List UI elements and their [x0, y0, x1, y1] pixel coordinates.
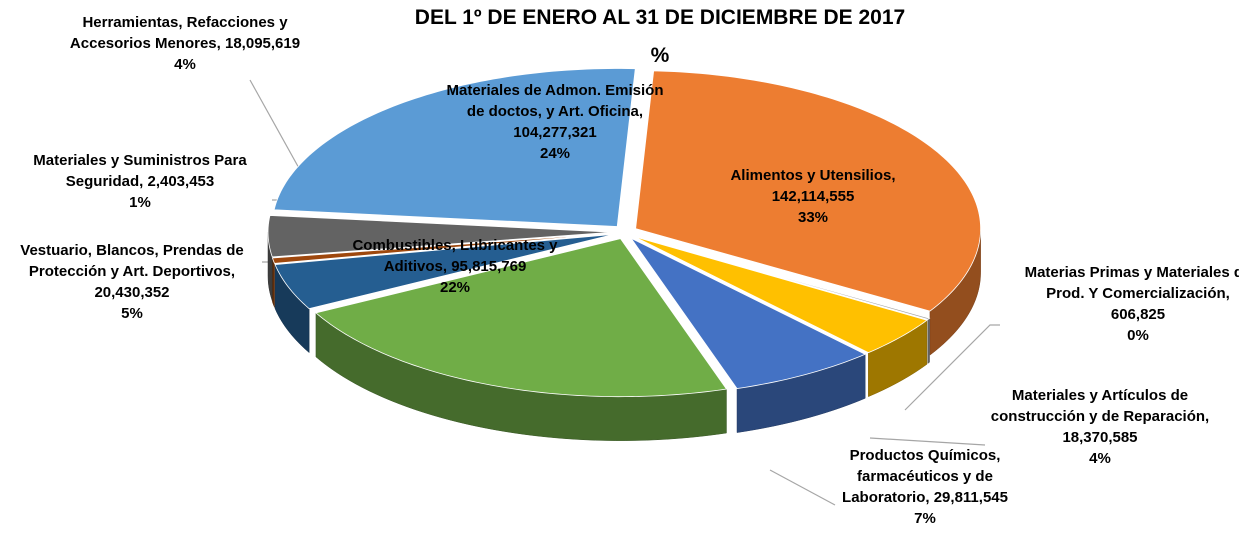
- data-label: Combustibles, Lubricantes y Aditivos 95,…: [330, 235, 580, 298]
- category-name: Alimentos y Utensilios: [730, 167, 895, 184]
- data-label: Alimentos y Utensilios 142,114,555 33%: [693, 165, 933, 228]
- slice: [630, 237, 867, 390]
- percent-label: 4%: [1089, 450, 1111, 467]
- slice: [635, 235, 931, 320]
- percent-label: 33%: [797, 209, 829, 226]
- slice: [271, 232, 614, 264]
- leader-line: [249, 79, 301, 171]
- leader-line: [769, 469, 836, 506]
- percent-label: 7%: [914, 510, 936, 527]
- slice-sides: [267, 228, 981, 441]
- data-label: Vestuario, Blancos, Prendas de Protecció…: [0, 240, 265, 324]
- chart-subtitle: %: [650, 44, 670, 67]
- leader-lines: [249, 79, 1000, 506]
- value-label: 20,430,352: [94, 284, 170, 301]
- percent-label: 5%: [121, 305, 143, 322]
- percent-label: 22%: [439, 279, 471, 296]
- slice: [634, 236, 928, 354]
- category-name: Materiales de Admon. Emisión de doctos, …: [447, 82, 664, 120]
- category-name: Vestuario, Blancos, Prendas de Protecció…: [20, 242, 243, 280]
- category-name: Productos Químicos, farmacéuticos y de L…: [842, 447, 1000, 506]
- percent-label: 4%: [174, 56, 196, 73]
- value-label: 29,811,545: [933, 489, 1008, 506]
- data-label: Productos Químicos, farmacéuticos y de L…: [825, 445, 1025, 529]
- slice: [267, 215, 614, 258]
- slice-side: [927, 317, 930, 364]
- value-label: 104,277,321: [513, 124, 597, 141]
- percent-label: 24%: [539, 145, 571, 162]
- value-label: 95,815,769: [451, 258, 527, 275]
- slice: [315, 238, 728, 398]
- value-label: 18,370,585: [1062, 429, 1138, 446]
- category-name: Materias Primas y Materiales de Prod. Y …: [1025, 264, 1239, 302]
- value-label: 142,114,555: [771, 188, 855, 205]
- data-label: Materiales y Suministros Para Seguridad …: [10, 150, 270, 213]
- chart-title: DEL 1º DE ENERO AL 31 DE DICIEMBRE DE 20…: [414, 6, 906, 29]
- value-label: 606,825: [1110, 306, 1166, 323]
- category-name: Materiales y Suministros Para Seguridad: [33, 152, 246, 190]
- data-label: Herramientas, Refacciones y Accesorios M…: [50, 12, 320, 75]
- category-name: Materiales y Artículos de construcción y…: [991, 387, 1209, 425]
- value-label: 18,095,619: [225, 35, 301, 52]
- data-label: Materiales de Admon. Emisión de doctos, …: [440, 80, 670, 164]
- data-label: Materiales y Artículos de construcción y…: [980, 385, 1220, 469]
- slice: [273, 68, 636, 227]
- leader-line: [904, 324, 1000, 411]
- slice-side: [272, 257, 275, 308]
- value-label: 2,403,453: [147, 173, 215, 190]
- percent-label: 1%: [129, 194, 151, 211]
- data-label: Materias Primas y Materiales de Prod. Y …: [1018, 262, 1239, 346]
- slice-tops: [267, 68, 982, 398]
- leader-line: [869, 437, 986, 446]
- slice: [274, 234, 614, 310]
- percent-label: 0%: [1127, 327, 1149, 344]
- slice: [635, 70, 982, 312]
